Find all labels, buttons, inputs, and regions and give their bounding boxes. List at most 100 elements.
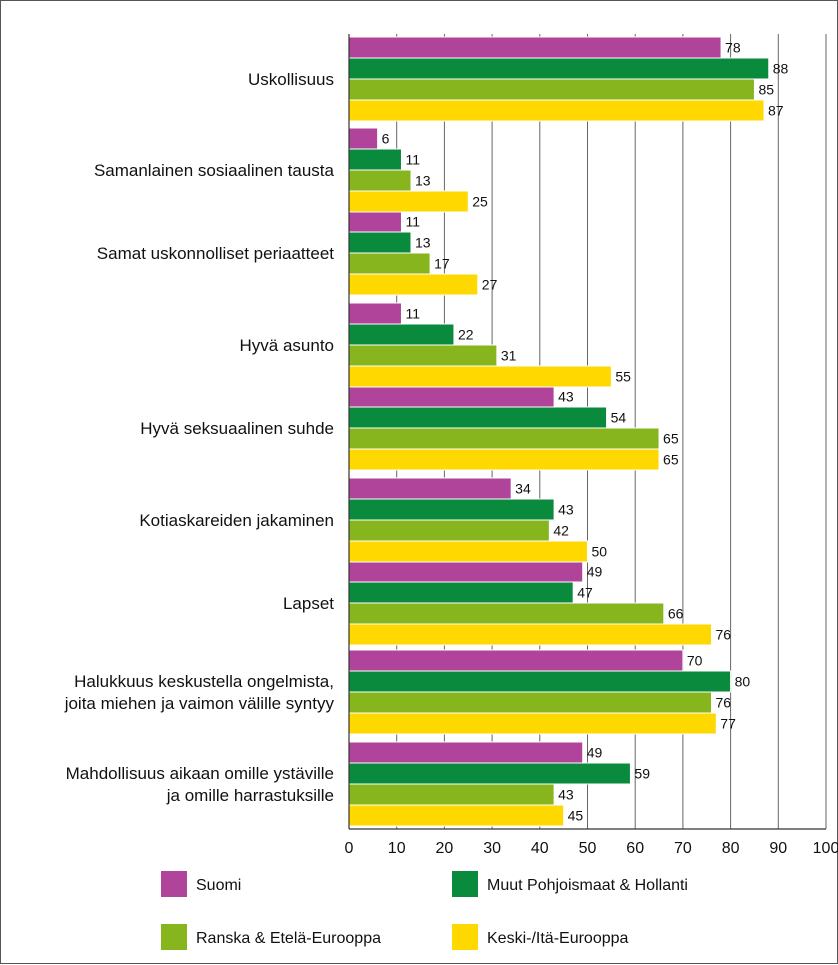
data-label: 42: [553, 523, 569, 539]
data-label: 31: [501, 348, 517, 364]
category-label: Mahdollisuus aikaan omille ystäville: [66, 764, 334, 783]
bar: [348, 190, 469, 213]
data-label: 34: [515, 481, 531, 497]
bar: [348, 344, 498, 367]
data-label: 76: [716, 627, 732, 643]
data-label: 66: [668, 606, 684, 622]
bar: [348, 36, 722, 59]
bar: [348, 406, 608, 429]
data-label: 59: [634, 766, 650, 782]
data-label: 54: [611, 410, 627, 426]
bar: [348, 649, 684, 672]
data-label: 27: [482, 277, 498, 293]
bar: [348, 99, 765, 122]
bar: [348, 57, 770, 80]
bar: [348, 762, 631, 785]
bar: [348, 427, 660, 450]
x-tick-label: 90: [769, 840, 787, 857]
data-label: 65: [663, 431, 679, 447]
bar: [348, 691, 713, 714]
x-tick-label: 80: [722, 840, 740, 857]
data-label: 47: [577, 585, 593, 601]
bar: [348, 365, 612, 388]
legend-label: Keski-/Itä-Eurooppa: [487, 930, 629, 947]
bar: [348, 302, 402, 325]
category-label: ja omille harrastuksille: [166, 786, 334, 805]
data-label: 80: [735, 674, 751, 690]
data-label: 11: [405, 306, 420, 322]
bar: [348, 148, 402, 171]
category-label: Uskollisuus: [248, 70, 334, 89]
data-label: 43: [558, 502, 574, 518]
data-label: 85: [758, 82, 774, 98]
bar: [348, 804, 565, 827]
data-label: 49: [587, 745, 603, 761]
data-label: 45: [568, 808, 584, 824]
data-label: 55: [615, 369, 631, 385]
bar: [348, 252, 431, 275]
category-label: Samanlainen sosiaalinen tausta: [94, 161, 335, 180]
bar: [348, 712, 717, 735]
bar: [348, 623, 713, 646]
x-tick-label: 100: [813, 840, 838, 857]
legend-swatch: [161, 924, 187, 950]
data-label: 78: [725, 40, 741, 56]
x-tick-label: 50: [579, 840, 597, 857]
data-label: 88: [773, 61, 789, 77]
data-label: 70: [687, 653, 703, 669]
category-label: Samat uskonnolliset periaatteet: [97, 244, 334, 263]
x-tick-label: 20: [436, 840, 454, 857]
data-label: 50: [592, 544, 608, 560]
bar: [348, 127, 379, 150]
legend-swatch: [452, 871, 478, 897]
bar: [348, 78, 755, 101]
bar: [348, 581, 574, 604]
bar: [348, 323, 455, 346]
category-label: Kotiaskareiden jakaminen: [139, 511, 334, 530]
category-label: Lapset: [283, 594, 334, 613]
data-label: 6: [382, 131, 390, 147]
bar: [348, 602, 665, 625]
category-label: joita miehen ja vaimon välille syntyy: [64, 694, 335, 713]
bar: [348, 273, 479, 296]
legend-swatch: [452, 924, 478, 950]
data-label: 49: [587, 564, 603, 580]
legend-label: Suomi: [196, 877, 241, 894]
category-label: Hyvä asunto: [240, 336, 335, 355]
data-label: 13: [415, 235, 431, 251]
data-label: 77: [720, 716, 736, 732]
data-label: 76: [716, 695, 732, 711]
bar: [348, 540, 588, 563]
bar: [348, 783, 555, 806]
data-label: 25: [472, 194, 488, 210]
x-tick-label: 30: [483, 840, 501, 857]
x-tick-label: 70: [674, 840, 692, 857]
data-label: 22: [458, 327, 474, 343]
bar: [348, 231, 412, 254]
bar: [348, 741, 584, 764]
bar: [348, 670, 732, 693]
legend-swatch: [161, 871, 187, 897]
data-label: 11: [405, 214, 420, 230]
bar: [348, 560, 584, 583]
data-label: 65: [663, 452, 679, 468]
data-label: 11: [405, 152, 420, 168]
x-tick-label: 60: [626, 840, 644, 857]
bar: [348, 169, 412, 192]
legend-label: Muut Pohjoismaat & Hollanti: [487, 877, 688, 894]
x-tick-label: 40: [531, 840, 549, 857]
bar: [348, 477, 512, 500]
data-label: 13: [415, 173, 431, 189]
data-label: 87: [768, 103, 784, 119]
x-tick-label: 10: [388, 840, 406, 857]
legend-label: Ranska & Etelä-Eurooppa: [196, 930, 381, 947]
bar: [348, 519, 550, 542]
category-label: Hyvä seksuaalinen suhde: [140, 419, 334, 438]
bar: [348, 498, 555, 521]
data-label: 43: [558, 787, 574, 803]
category-label: Halukkuus keskustella ongelmista,: [74, 672, 334, 691]
bar: [348, 448, 660, 471]
bar: [348, 385, 555, 408]
